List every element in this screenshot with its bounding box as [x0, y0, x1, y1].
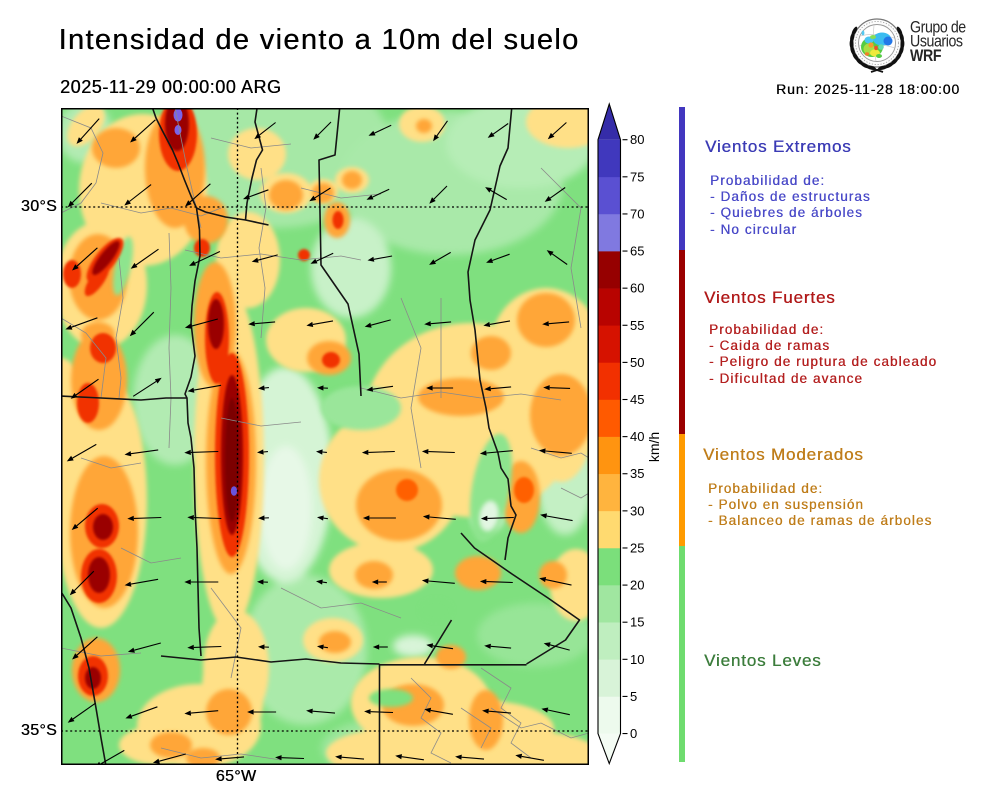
- svg-text:60: 60: [630, 281, 644, 296]
- svg-text:65: 65: [630, 244, 644, 259]
- svg-text:Grupo de: Grupo de: [910, 19, 966, 37]
- svg-text:35: 35: [630, 466, 644, 481]
- svg-text:50: 50: [630, 355, 644, 370]
- svg-text:30: 30: [630, 503, 644, 518]
- svg-text:Usuarios: Usuarios: [910, 33, 963, 51]
- svg-text:70: 70: [630, 206, 644, 221]
- svg-text:45: 45: [630, 392, 644, 407]
- svg-text:15: 15: [630, 615, 644, 630]
- svg-text:25: 25: [630, 540, 644, 555]
- svg-text:55: 55: [630, 318, 644, 333]
- svg-text:0: 0: [630, 726, 637, 741]
- svg-text:10: 10: [630, 652, 644, 667]
- svg-text:km/h: km/h: [646, 432, 662, 462]
- svg-text:40: 40: [630, 429, 644, 444]
- svg-text:WRF: WRF: [910, 47, 941, 65]
- svg-text:20: 20: [630, 578, 644, 593]
- svg-text:80: 80: [630, 132, 644, 147]
- svg-text:5: 5: [630, 689, 637, 704]
- svg-text:75: 75: [630, 169, 644, 184]
